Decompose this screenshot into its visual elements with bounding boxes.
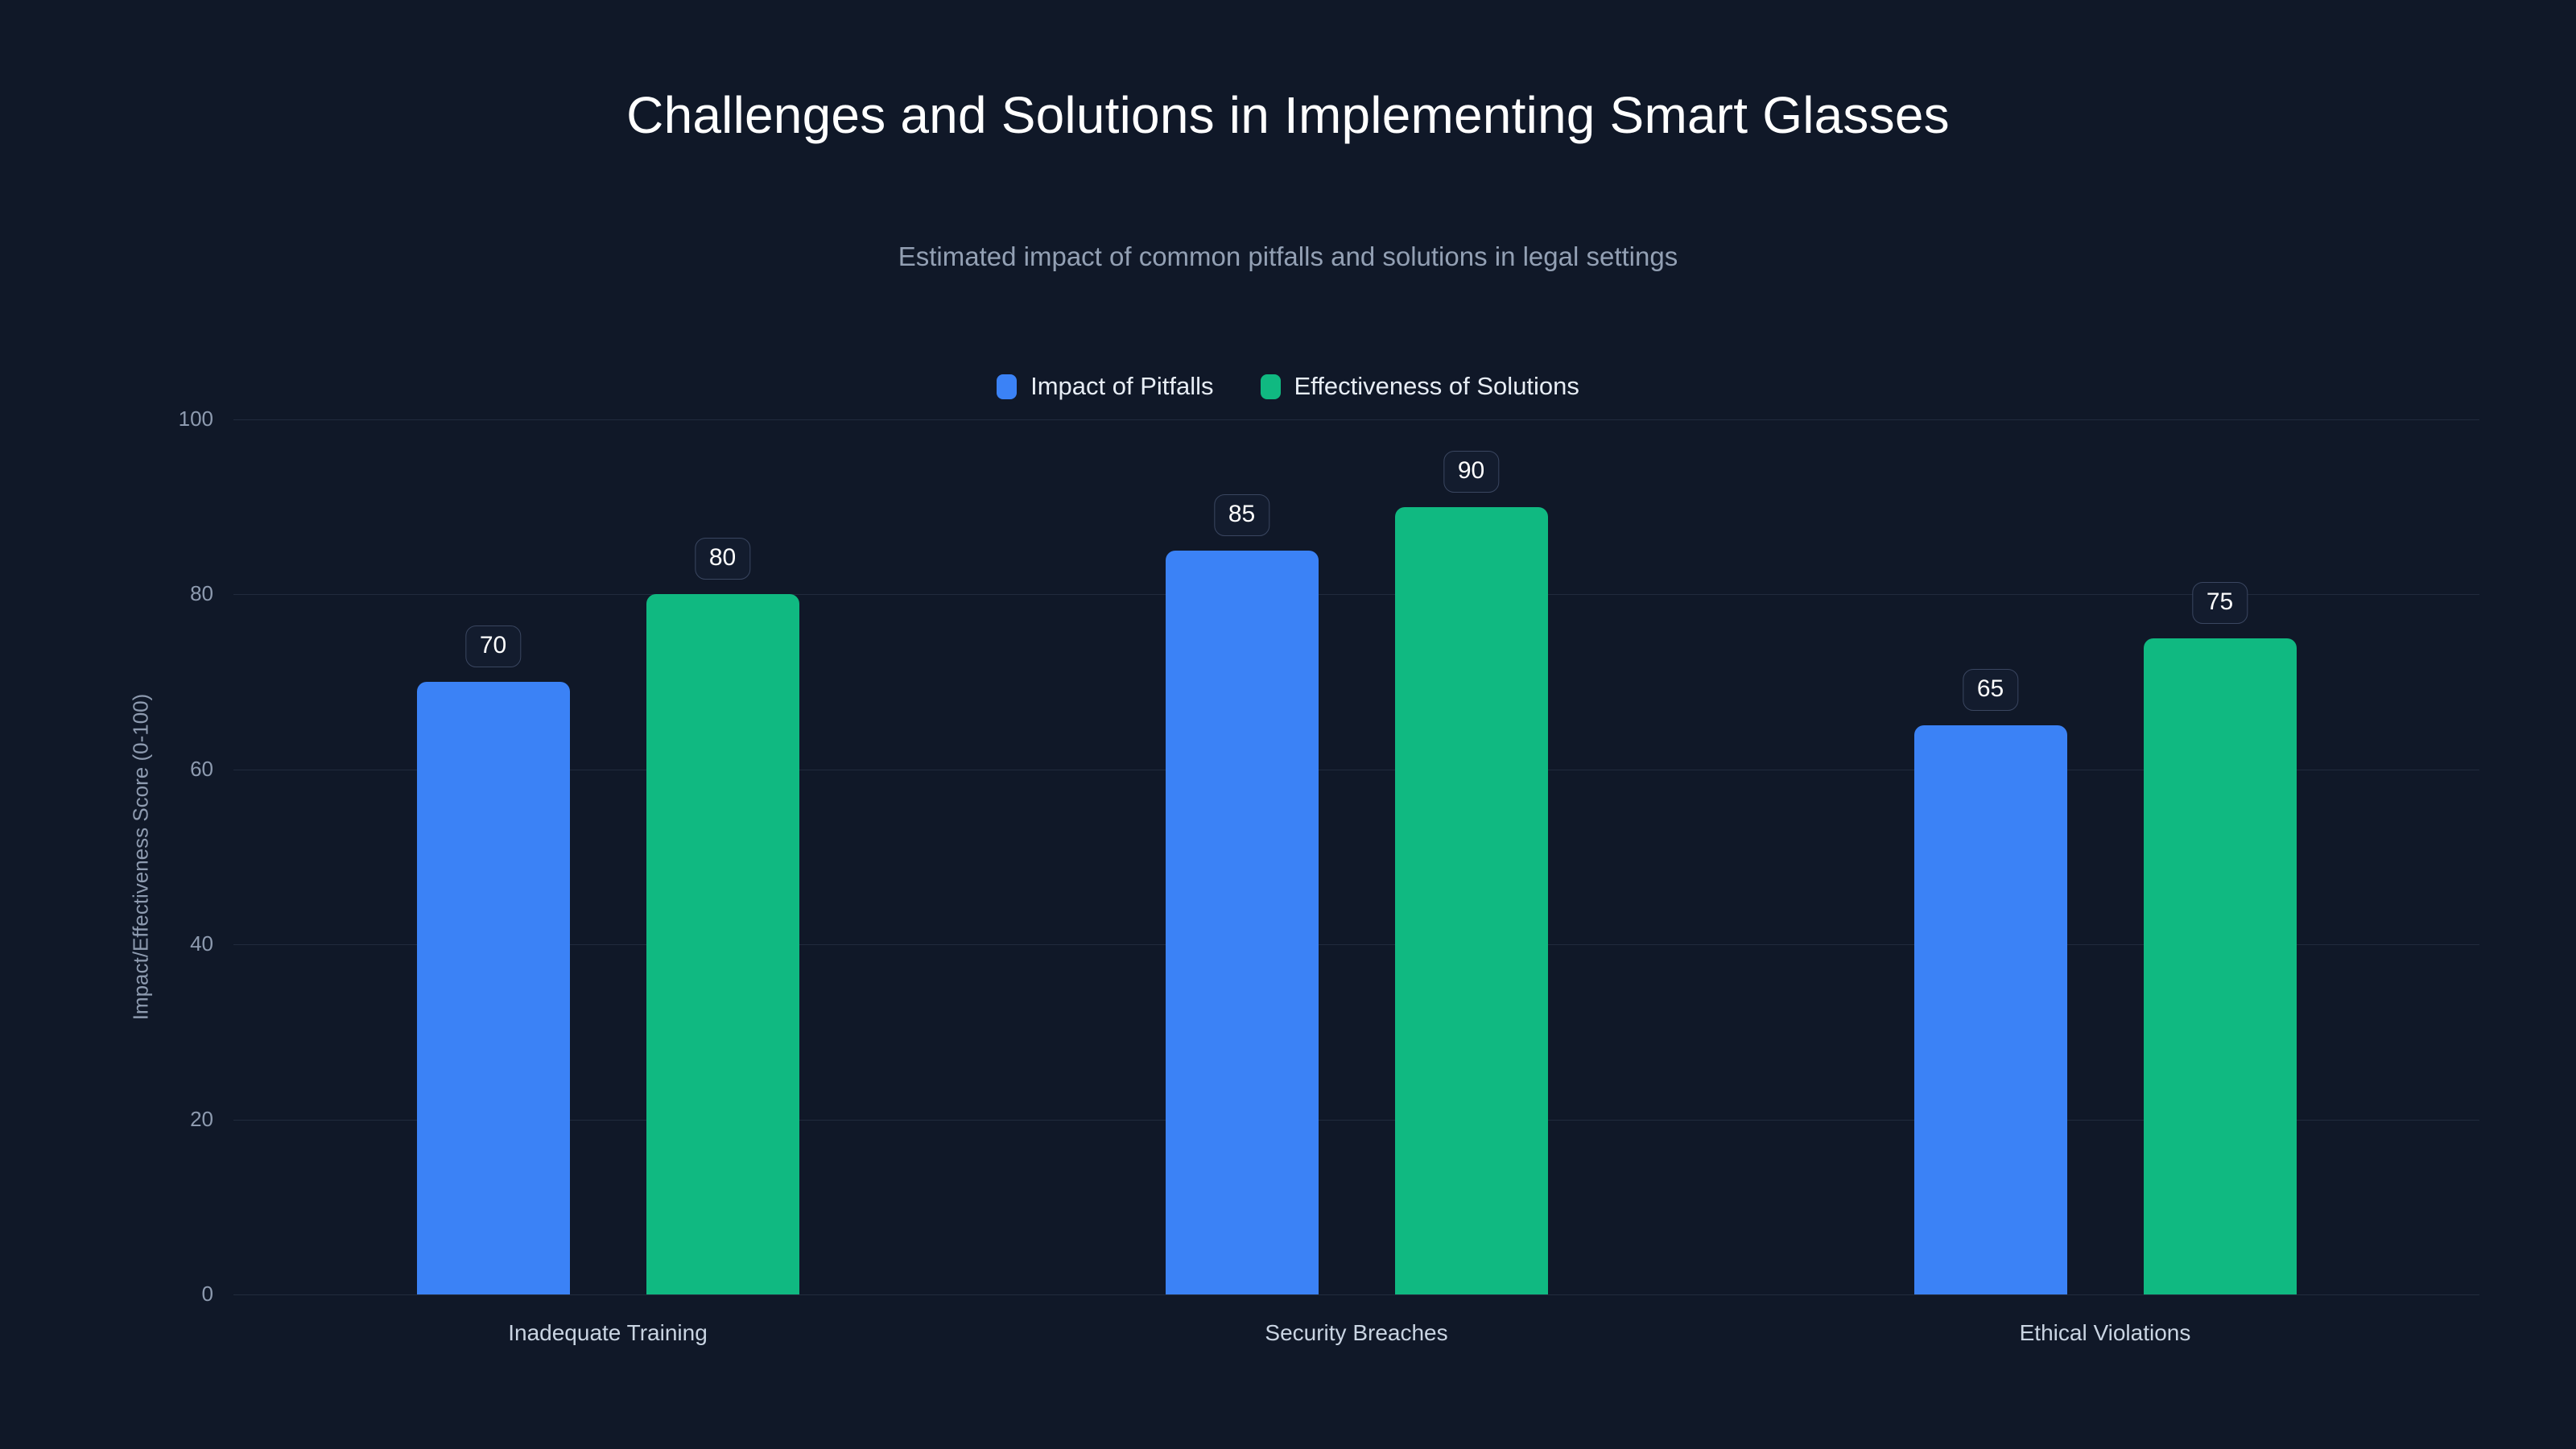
x-axis-category-label: Inadequate Training (508, 1320, 708, 1345)
x-axis-category-label: Ethical Violations (2019, 1320, 2191, 1345)
legend-item-impact-of-pitfalls[interactable]: Impact of Pitfalls (997, 372, 1214, 401)
gridline (233, 944, 2479, 946)
bar-value-label: 80 (694, 538, 751, 580)
gridline (233, 419, 2479, 420)
bar-solutions[interactable] (1394, 506, 1548, 1294)
bar-value-label: 70 (464, 625, 522, 668)
bar-pitfalls[interactable] (1165, 551, 1319, 1294)
y-axis-tick-label: 100 (178, 407, 213, 431)
bar-solutions[interactable] (646, 594, 799, 1294)
legend-swatch-blue-icon (997, 374, 1018, 399)
page-title: Challenges and Solutions in Implementing… (626, 86, 1950, 144)
legend-swatch-green-icon (1260, 374, 1281, 399)
bar-pitfalls[interactable] (1913, 725, 2067, 1294)
bar-solutions[interactable] (2143, 638, 2297, 1294)
bar-value-label: 65 (1962, 669, 2019, 712)
y-axis-tick-label: 0 (201, 1282, 213, 1306)
bar-value-label: 75 (2191, 581, 2248, 624)
plot-area: 70 80 85 90 65 75 (233, 419, 2479, 1295)
y-axis-title: Impact/Effectiveness Score (0-100) (125, 419, 157, 1294)
legend-label: Effectiveness of Solutions (1294, 372, 1579, 400)
legend-label: Impact of Pitfalls (1030, 372, 1214, 400)
bar-value-label: 85 (1213, 494, 1270, 537)
y-axis-tick-label: 20 (190, 1106, 213, 1131)
y-axis-tick-label: 80 (190, 581, 213, 606)
x-axis-category-label: Security Breaches (1265, 1320, 1448, 1345)
bar-pitfalls[interactable] (416, 682, 570, 1294)
bar-value-label: 90 (1443, 450, 1500, 493)
gridline (233, 1294, 2479, 1295)
legend-item-effectiveness-of-solutions[interactable]: Effectiveness of Solutions (1260, 372, 1579, 401)
chart-legend: Impact of Pitfalls Effectiveness of Solu… (0, 372, 2576, 401)
gridline (233, 1119, 2479, 1121)
y-axis-title-text: Impact/Effectiveness Score (0-100) (128, 693, 153, 1021)
y-axis-tick-label: 40 (190, 931, 213, 956)
chart-subtitle: Estimated impact of common pitfalls and … (898, 242, 1678, 271)
y-axis-tick-label: 60 (190, 756, 213, 781)
gridline (233, 594, 2479, 596)
